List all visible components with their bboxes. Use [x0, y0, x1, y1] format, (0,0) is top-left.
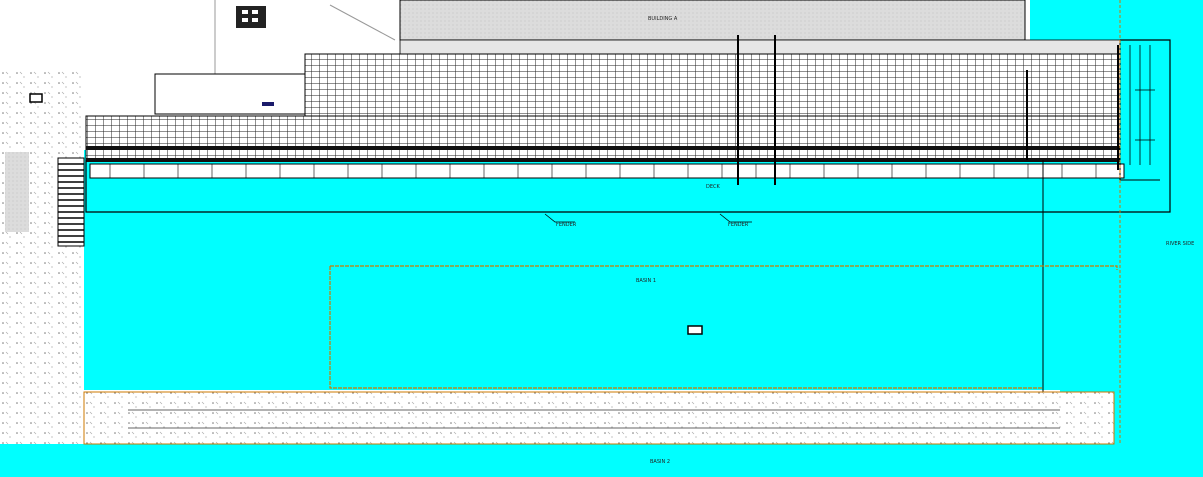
window-mark	[242, 10, 248, 14]
deck-strip	[89, 163, 1125, 179]
building-block	[399, 0, 1026, 41]
leader-1	[544, 213, 575, 223]
window-mark	[242, 18, 248, 22]
building-label: BUILDING A	[648, 16, 678, 22]
lot-line-upper	[329, 265, 1118, 389]
window-mark	[252, 10, 258, 14]
annex-block	[154, 73, 306, 115]
deck-label: DECK	[706, 184, 721, 190]
stair	[57, 157, 85, 247]
basin-marker	[687, 325, 703, 335]
pier-beam	[86, 146, 1120, 150]
left-hatch-strip	[5, 152, 29, 232]
small-sign	[29, 93, 43, 103]
pier-grid-upper	[304, 53, 1121, 117]
window-mark	[252, 18, 258, 22]
pier-grid-lower	[85, 115, 1121, 161]
left-land	[0, 70, 84, 444]
vertical-members	[737, 35, 1119, 185]
site-boundary	[85, 39, 1171, 213]
bottom-quay	[83, 391, 1115, 445]
dim-lines	[1129, 45, 1155, 165]
right-edge-label: RIVER SIDE	[1166, 241, 1194, 247]
pier-edge	[86, 158, 1120, 162]
leader-2	[719, 213, 752, 223]
stair-steps	[58, 163, 84, 243]
water-bottom	[0, 444, 1120, 477]
deck-ticks	[109, 164, 1097, 178]
water-basin	[84, 150, 1120, 390]
water-top-right	[1030, 0, 1070, 40]
road-line	[214, 0, 396, 75]
basin-lower-label: BASIN 2	[650, 459, 670, 465]
building-ledge	[399, 39, 1121, 55]
leader-2-label: FENDER	[728, 222, 749, 228]
annex-mark	[262, 102, 274, 106]
top-building-icon	[236, 6, 266, 28]
leader-1-label: FENDER	[556, 222, 577, 228]
basin-upper-label: BASIN 1	[636, 278, 656, 284]
